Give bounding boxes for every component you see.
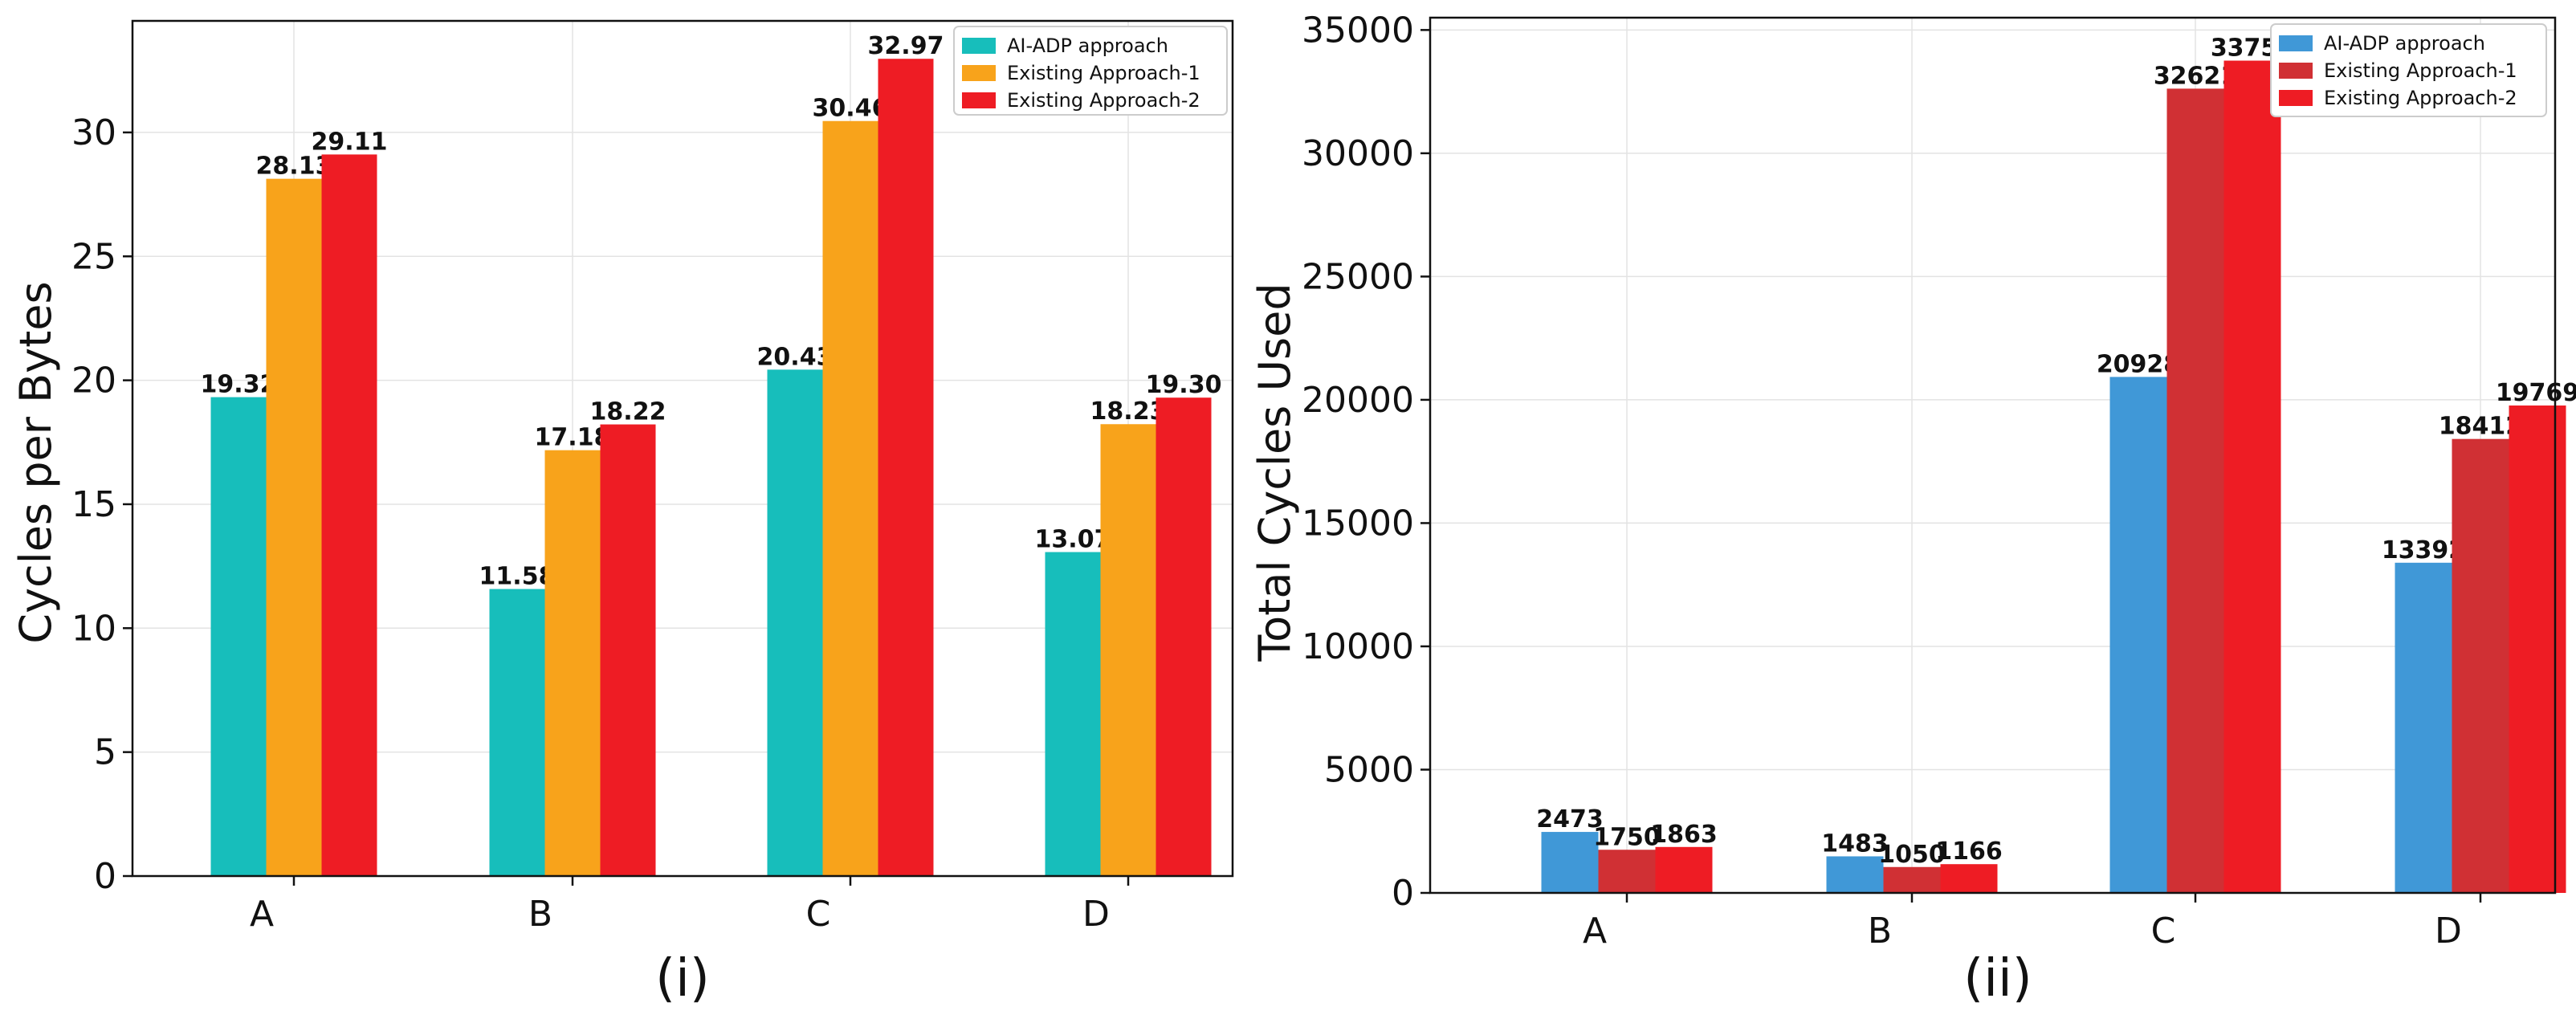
y-tick-label: 0 [94, 856, 116, 897]
bar-existing-approach-1-C [2166, 88, 2224, 893]
bar-ai-adp-approach-A [1541, 832, 1599, 893]
legend-swatch [962, 38, 996, 54]
data-label: 19.32 [201, 371, 277, 399]
data-label: 28.13 [256, 153, 332, 181]
y-tick-label: 30 [71, 112, 116, 153]
bar-existing-approach-2-B [600, 424, 656, 876]
bar-existing-approach-1-D [2452, 438, 2509, 893]
data-label: 20.43 [757, 343, 834, 371]
x-tick-label: D [2435, 911, 2462, 952]
bar-existing-approach-1-B [544, 450, 601, 876]
x-tick-label: B [528, 894, 552, 935]
data-label: 13392 [2382, 536, 2465, 564]
x-tick-label: B [1868, 911, 1892, 952]
y-tick-label: 15000 [1302, 503, 1414, 544]
legend: AI-ADP approach Existing Approach-1 Existi… [953, 26, 1228, 116]
bar-ai-adp-approach-D [2395, 562, 2452, 893]
y-tick-label: 5 [94, 732, 116, 773]
panel-caption: (ii) [1963, 949, 2032, 1009]
bar-ai-adp-approach-A [210, 397, 267, 877]
y-tick-label: 10 [71, 608, 116, 649]
legend-swatch [2279, 63, 2313, 79]
plot-frame [131, 19, 1234, 878]
legend-label: AI-ADP approach [2324, 32, 2485, 55]
legend-swatch [962, 92, 996, 108]
bar-existing-approach-2-C [2223, 60, 2281, 894]
data-label: 18.23 [1090, 397, 1167, 426]
y-tick-label: 15 [71, 484, 116, 525]
bar-existing-approach-2-A [321, 154, 377, 876]
legend-swatch [2279, 35, 2313, 51]
data-label: 17.18 [535, 424, 611, 452]
legend-box [2270, 23, 2547, 117]
data-label: 20928 [2097, 350, 2180, 378]
legend-swatch [2279, 90, 2313, 106]
data-label: 1483 [1821, 829, 1889, 858]
bar-ai-adp-approach-C [767, 369, 823, 876]
data-label: 18412 [2439, 413, 2522, 441]
bar-ai-adp-approach-C [2109, 377, 2167, 893]
data-label: 19769 [2496, 379, 2576, 407]
data-label: 30.46 [813, 95, 889, 123]
legend-box [953, 26, 1228, 116]
bar-ai-adp-approach-D [1045, 552, 1101, 876]
x-tick-label: A [250, 894, 274, 935]
data-label: 32.97 [868, 32, 944, 60]
data-label: 18.22 [590, 398, 666, 426]
x-tick-label: C [2151, 911, 2176, 952]
plot-frame [1429, 16, 2557, 895]
bar-existing-approach-2-B [1940, 864, 1998, 893]
bar-existing-approach-1-D [1100, 424, 1156, 876]
data-label: 1750 [1593, 823, 1661, 851]
bar-existing-approach-1-A [1598, 850, 1656, 893]
bar-existing-approach-1-B [1883, 866, 1941, 893]
data-label: 11.58 [479, 563, 556, 591]
chart-panel-1: 19.32 11.58 20.43 13.07 28.13 17.18 30.46 18.23… [10, 19, 1234, 1009]
y-tick-label: 35000 [1302, 10, 1414, 51]
y-tick-label: 20 [71, 361, 116, 401]
legend-swatch [962, 65, 996, 81]
y-tick-label: 30000 [1302, 133, 1414, 174]
bar-existing-approach-1-C [822, 120, 878, 877]
data-label: 2473 [1536, 805, 1604, 833]
legend-label: Existing Approach-1 [2324, 59, 2517, 82]
legend: AI-ADP approach Existing Approach-1 Existi… [2270, 23, 2547, 117]
data-label: 13.07 [1035, 526, 1111, 554]
legend-label: Existing Approach-2 [1007, 89, 1200, 112]
y-tick-label: 20000 [1302, 380, 1414, 421]
y-tick-label: 10000 [1302, 626, 1414, 667]
y-tick-label: 5000 [1324, 749, 1414, 790]
data-label: 32621 [2154, 62, 2237, 90]
panel-caption: (i) [655, 949, 710, 1009]
bar-existing-approach-2-D [2509, 406, 2566, 893]
data-label: 29.11 [312, 128, 388, 156]
legend-label: Existing Approach-1 [1007, 62, 1200, 84]
y-tick-label: 25000 [1302, 256, 1414, 297]
x-tick-label: C [806, 894, 831, 935]
data-label: 1863 [1650, 821, 1718, 849]
x-tick-label: A [1583, 911, 1607, 952]
bar-ai-adp-approach-B [1826, 856, 1884, 893]
bar-existing-approach-2-D [1156, 397, 1212, 876]
bar-existing-approach-2-A [1655, 846, 1713, 893]
y-axis-label: Total Cycles Used [1249, 283, 1300, 662]
data-label: 19.30 [1146, 371, 1222, 399]
x-tick-label: D [1082, 894, 1110, 935]
chart-panel-2: 2473 1483 20928 13392 1750 1050 32621 18412 1863… [1249, 10, 2576, 1009]
data-label: 1050 [1878, 841, 1946, 869]
data-label: 1166 [1935, 837, 2003, 866]
bar-existing-approach-2-C [878, 59, 934, 876]
bar-existing-approach-1-A [266, 178, 322, 876]
bar-ai-adp-approach-B [489, 589, 545, 876]
y-tick-label: 25 [71, 236, 116, 277]
legend-label: AI-ADP approach [1007, 35, 1168, 57]
y-axis-label: Cycles per Bytes [10, 281, 61, 643]
legend-label: Existing Approach-2 [2324, 87, 2517, 109]
y-tick-label: 0 [1392, 873, 1414, 914]
